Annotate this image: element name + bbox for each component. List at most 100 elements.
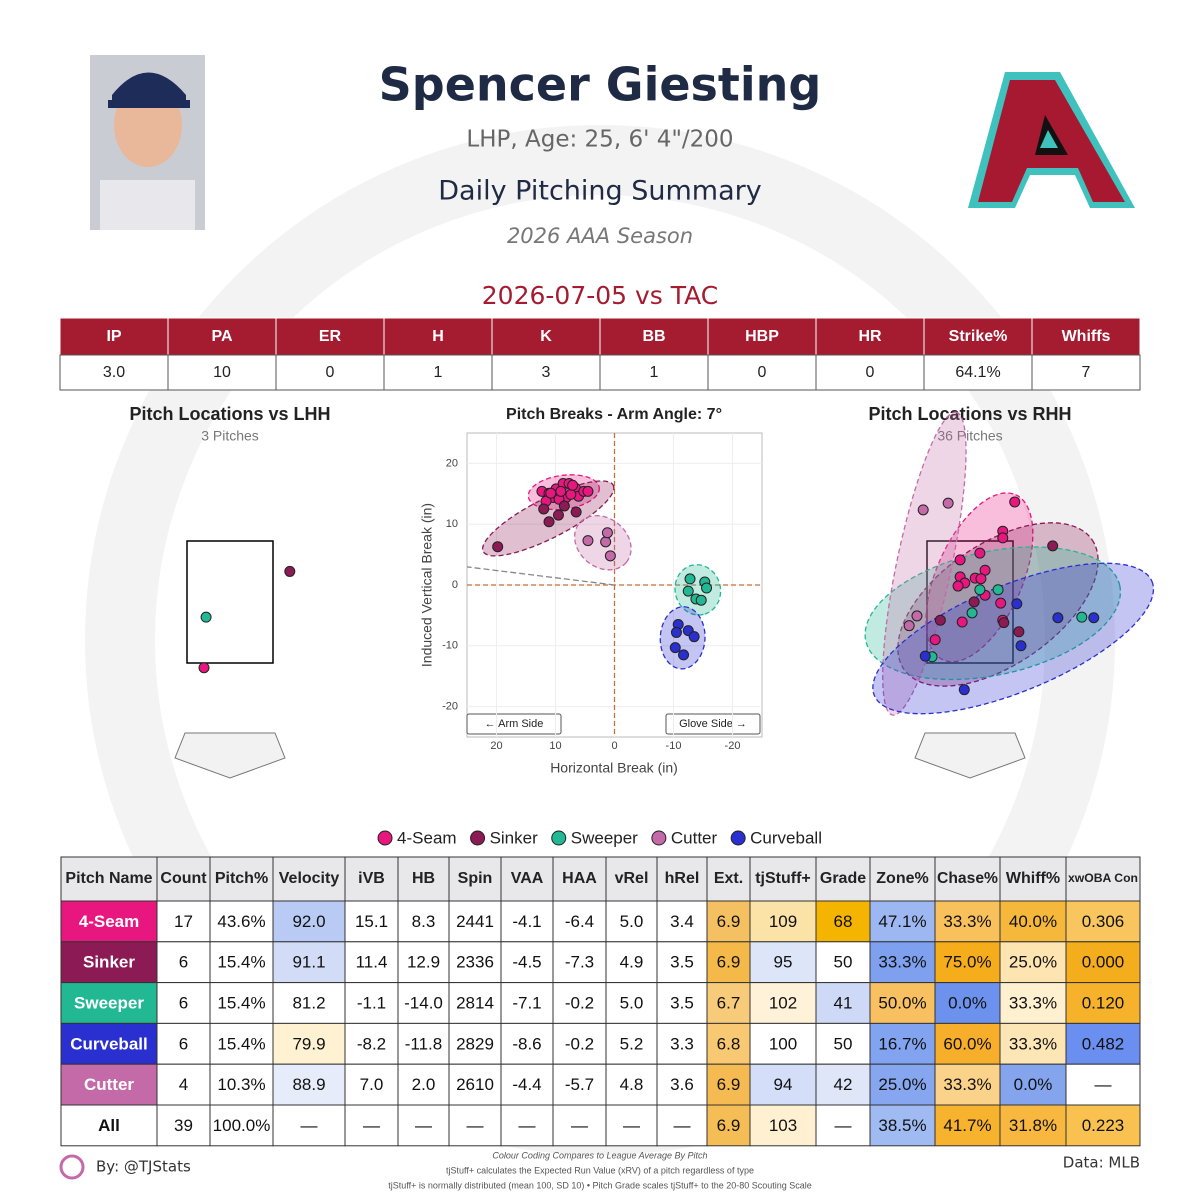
table-cell [656,1104,708,1147]
table-header-cell [500,856,554,902]
table-cell [706,900,751,943]
table-cell [869,1022,936,1065]
header-label: Strike% [949,328,1008,345]
pitch-point [1015,640,1027,652]
pitch-point [1047,540,1059,552]
pitch-point [992,584,1004,596]
annotation: ← Arm Side [485,718,544,730]
table-cell [869,900,936,943]
value-cell [491,354,601,391]
stat-value: 0 [866,364,875,381]
table-value: 4.9 [620,953,644,972]
table-value: -4.4 [512,1075,541,1094]
table-cell [552,1022,607,1065]
pitch-point [1011,598,1023,610]
table-value: 33.3% [943,1075,991,1094]
pitch-point [956,616,968,628]
header-cell [923,317,1033,356]
table-cell [605,982,658,1024]
value-cell [815,354,925,391]
footer-note: Colour Coding Compares to League Average… [492,1150,707,1160]
pitch-point [565,488,577,500]
table-value: 41 [834,993,853,1012]
y-tick-label: -10 [442,640,458,652]
y-tick-label: 20 [446,457,458,469]
table-cell [60,900,158,943]
table-cell [60,1104,158,1147]
header-label: H [432,328,444,345]
table-cell [815,900,871,943]
table-value: 2814 [456,993,494,1012]
table-value: — [835,1116,852,1135]
table-value: 0.482 [1082,1034,1125,1053]
annotation: Glove Side → [679,718,747,730]
chart-subtitle: 36 Pitches [937,428,1002,444]
stat-value: 7 [1082,364,1091,381]
header-cell [1031,317,1141,356]
table-cell [999,982,1067,1024]
table-header: VAA [511,870,544,887]
table-value: -8.6 [512,1034,541,1053]
table-cell [344,1104,399,1147]
table-value: 109 [769,912,797,931]
table-header: Ext. [714,870,743,887]
header-label: HR [858,328,882,345]
legend: 4-Seam Sinker Sweeper Cutter Curveball [377,828,822,847]
table-cell [500,1063,554,1106]
table-cell [999,1063,1067,1106]
table-value: 12.9 [407,953,440,972]
header-label: BB [642,328,665,345]
header-cell [59,317,169,356]
stat-value: 10 [213,364,231,381]
table-value: 43.6% [217,912,265,931]
table-header: iVB [358,870,385,887]
header-cell [275,317,385,356]
table-value: -1.1 [357,993,386,1012]
pitch-point [200,611,212,623]
pitch-point [492,541,504,553]
table-value: 79.9 [292,1034,325,1053]
table-value: -4.5 [512,953,541,972]
legend-swatch [551,830,567,846]
table-value: 81.2 [292,993,325,1012]
table-value: 0.000 [1082,953,1125,972]
value-cell [923,354,1033,391]
table-cell [605,1022,658,1065]
table-cell [605,1104,658,1147]
table-cell [272,982,346,1024]
pitch-point [558,500,570,512]
home-plate [174,732,286,779]
pitch-point [942,497,954,509]
table-cell [209,900,274,943]
pitch-point [903,620,915,632]
table-value: 33.3% [1009,993,1057,1012]
table-cell [344,941,399,984]
table-value: -4.1 [512,912,541,931]
table-header: Pitch% [215,870,268,887]
value-cell [383,354,493,391]
table-cell [749,900,817,943]
table-header: Grade [820,870,866,887]
table-cell [706,982,751,1024]
table-value: -14.0 [404,993,443,1012]
table-value: 41.7% [943,1116,991,1135]
annotation-box [665,713,761,735]
pitch-point [966,607,978,619]
table-value: — [519,1116,536,1135]
table-cell [605,1063,658,1106]
annotation-box [466,713,562,735]
table-value: 0.0% [1014,1075,1053,1094]
pitch-point [567,479,579,491]
table-cell [1065,900,1141,943]
table-value: -5.7 [565,1075,594,1094]
table-cell [815,941,871,984]
pitch-point [600,536,612,548]
stat-value: 0 [326,364,335,381]
table-header: HAA [562,870,597,887]
table-value: -11.8 [405,1034,443,1053]
table-cell [272,941,346,984]
legend-label: Sweeper [571,828,638,847]
pitch-point [954,554,966,566]
pitch-point [678,649,690,661]
pitch-point [974,547,986,559]
